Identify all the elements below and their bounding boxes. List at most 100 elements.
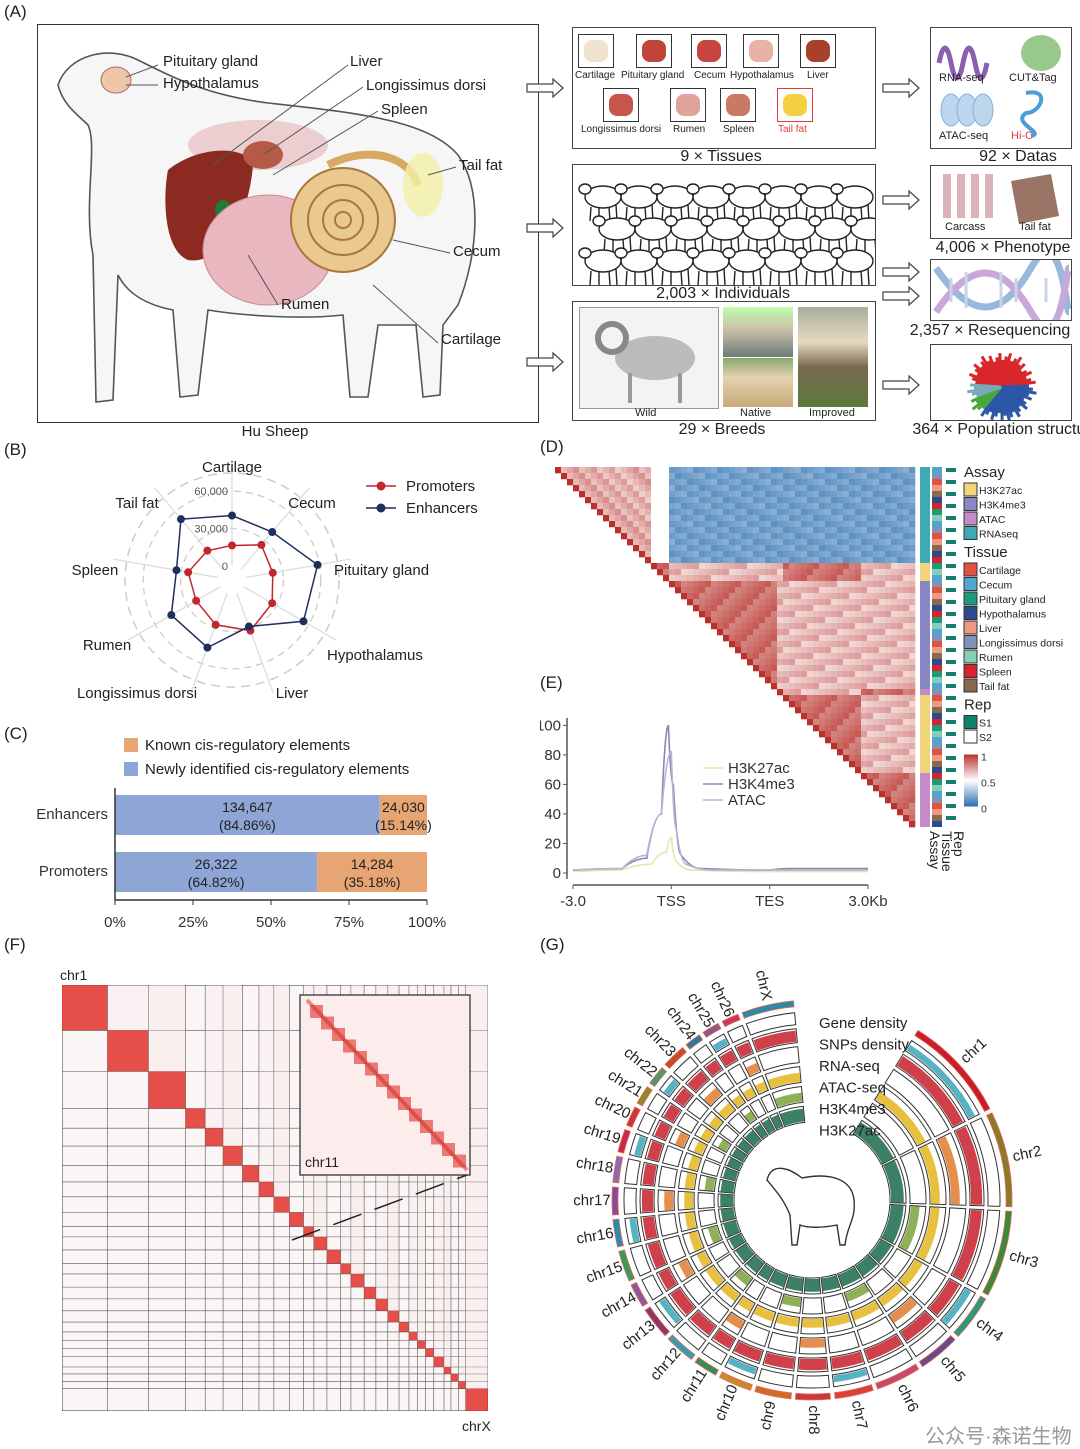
heatmap-cell	[783, 479, 790, 486]
heatmap-cell	[825, 473, 832, 480]
heatmap-cell	[879, 737, 886, 744]
sheep-legs	[805, 204, 834, 222]
heatmap-cell	[861, 749, 868, 756]
track-signal	[663, 1104, 681, 1123]
heatmap-cell	[651, 563, 658, 570]
heatmap-cell	[885, 605, 892, 612]
chromosome-ideogram	[875, 1363, 920, 1390]
heatmap-cell	[873, 725, 880, 732]
heatmap-cell	[861, 719, 868, 726]
heatmap-cell	[831, 563, 838, 570]
legend-label: Liver	[979, 623, 1002, 635]
heatmap-cell	[705, 503, 712, 510]
heatmap-cell	[789, 701, 796, 708]
heatmap-cell	[609, 521, 616, 528]
heatmap-cell	[813, 545, 820, 552]
heatmap-cell	[843, 581, 850, 588]
bar-segment	[379, 795, 427, 835]
sheep-legs	[639, 236, 668, 254]
circos-plot: chr1chr2chr3chr4chr5chr6chr7chr8chr9chr1…	[573, 968, 1043, 1434]
heatmap-cell	[813, 467, 820, 474]
heatmap-cell	[879, 569, 886, 576]
heatmap-cell	[717, 491, 724, 498]
legend-marker	[376, 481, 386, 491]
heatmap-cell	[897, 809, 904, 816]
hic-chromosome-block	[465, 1388, 488, 1411]
heatmap-cell	[891, 689, 898, 696]
heatmap-cell	[819, 731, 826, 738]
heatmap-cell	[909, 533, 916, 540]
heatmap-cell	[669, 551, 676, 558]
track-signal	[720, 1180, 735, 1193]
heatmap-cell	[747, 659, 754, 666]
heatmap-cell	[855, 473, 862, 480]
radar-point	[268, 599, 277, 608]
heatmap-cell	[735, 473, 742, 480]
heatmap-cell	[897, 707, 904, 714]
heatmap-cell	[801, 593, 808, 600]
heatmap-cell	[759, 647, 766, 654]
heatmap-cell	[747, 569, 754, 576]
heatmap-cell	[873, 647, 880, 654]
heatmap-cell	[693, 515, 700, 522]
heatmap-cell	[777, 617, 784, 624]
heatmap-cell	[723, 635, 730, 642]
track-segment-rna-seq	[662, 1234, 687, 1263]
arrow-icon	[882, 261, 920, 283]
heatmap-cell	[777, 497, 784, 504]
tissue-label: Hypothalamus	[730, 70, 794, 81]
heatmap-cell	[909, 581, 916, 588]
heatmap-cell	[819, 521, 826, 528]
heatmap-cell	[585, 485, 592, 492]
heatmap-cell	[711, 473, 718, 480]
heatmap-cell	[819, 617, 826, 624]
heatmap-cell	[879, 677, 886, 684]
heatmap-cell	[831, 725, 838, 732]
sheep-head	[830, 183, 844, 195]
tissue-annotation-cell	[932, 551, 942, 557]
heatmap-cell	[801, 557, 808, 564]
heatmap-cell	[699, 563, 706, 570]
tissue-thumbnail	[691, 34, 727, 68]
heatmap-cell	[765, 509, 772, 516]
heatmap-cell	[675, 467, 682, 474]
heatmap-cell	[897, 515, 904, 522]
heatmap-cell	[675, 551, 682, 558]
heatmap-cell	[891, 749, 898, 756]
tissue-icon	[584, 40, 608, 62]
heatmap-cell	[783, 653, 790, 660]
assay-annotation-cell	[920, 617, 930, 623]
heatmap-cell	[765, 473, 772, 480]
heatmap-cell	[909, 599, 916, 606]
heatmap-cell	[903, 761, 910, 768]
heatmap-cell	[807, 635, 814, 642]
heatmap-cell	[873, 767, 880, 774]
heatmap-cell	[795, 593, 802, 600]
heatmap-cell	[669, 509, 676, 516]
panel-label-f: (F)	[4, 935, 26, 954]
heatmap-cell	[843, 497, 850, 504]
heatmap-cell	[837, 569, 844, 576]
heatmap-cell	[591, 485, 598, 492]
track-signal	[737, 1139, 753, 1154]
track-segment-rna-seq	[827, 1330, 860, 1354]
track-segment-h3k4me3	[749, 1098, 767, 1119]
heatmap-cell	[897, 581, 904, 588]
heatmap-cell	[771, 617, 778, 624]
heatmap-cell	[855, 743, 862, 750]
heatmap-cell	[891, 707, 898, 714]
heatmap-cell	[777, 599, 784, 606]
heatmap-cell	[645, 509, 652, 516]
chromosome-label: chr14	[598, 1289, 639, 1322]
heatmap-cell	[843, 605, 850, 612]
heatmap-cell	[717, 479, 724, 486]
heatmap-cell	[753, 473, 760, 480]
heatmap-cell	[891, 713, 898, 720]
heatmap-cell	[843, 731, 850, 738]
heatmap-cell	[621, 533, 628, 540]
heatmap-cell	[753, 497, 760, 504]
track-signal	[780, 1108, 805, 1126]
tissue-annotation-cell	[932, 629, 942, 635]
heatmap-cell	[909, 749, 916, 756]
heatmap-cell	[807, 623, 814, 630]
